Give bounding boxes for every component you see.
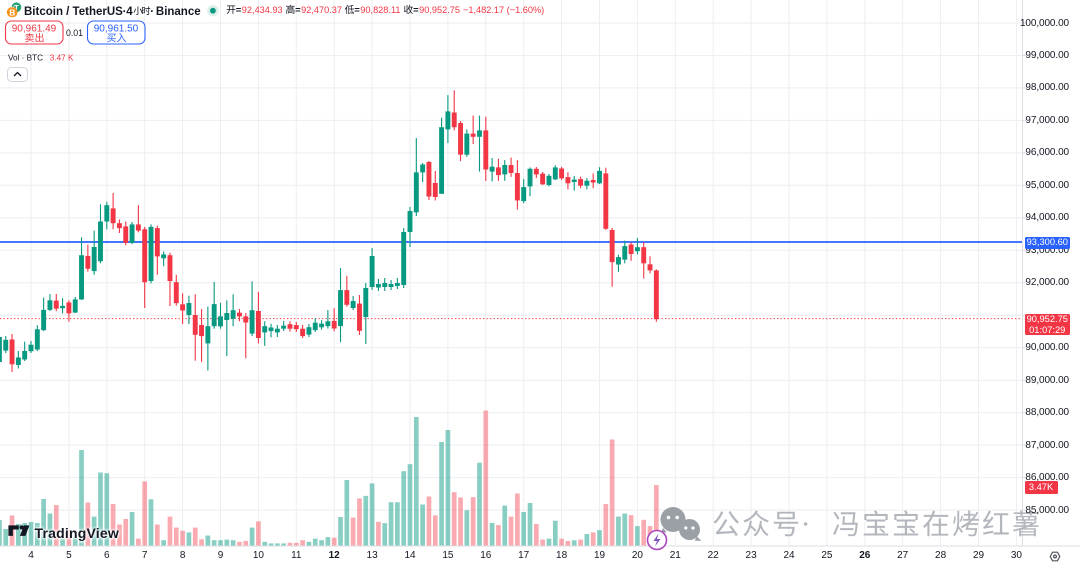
svg-text:Bitcoin / TetherUS: Bitcoin / TetherUS	[24, 6, 123, 18]
svg-text:·: ·	[150, 6, 154, 18]
svg-text:92,434.93: 92,434.93	[242, 5, 283, 15]
svg-text:90,961.49: 90,961.49	[12, 24, 57, 35]
svg-text:90,961.50: 90,961.50	[94, 24, 139, 35]
svg-text:·: ·	[123, 6, 127, 18]
svg-text:90,952.75: 90,952.75	[419, 5, 460, 15]
svg-text:90,828.11: 90,828.11	[360, 5, 400, 15]
svg-text:0.01: 0.01	[66, 28, 83, 38]
svg-text:3.47 K: 3.47 K	[50, 53, 74, 62]
svg-text:=: =	[236, 5, 242, 16]
svg-text:92,470.37: 92,470.37	[301, 5, 342, 15]
svg-text:−1,482.17 (−1.60%): −1,482.17 (−1.60%)	[463, 5, 544, 15]
svg-text:=: =	[354, 5, 360, 16]
svg-text:=: =	[295, 5, 301, 16]
svg-text:B: B	[9, 7, 15, 17]
svg-text:T: T	[14, 3, 19, 12]
svg-text:4: 4	[126, 6, 133, 18]
svg-text:Binance: Binance	[156, 6, 201, 18]
svg-text:=: =	[413, 5, 419, 16]
svg-text:Vol · BTC: Vol · BTC	[8, 53, 43, 62]
